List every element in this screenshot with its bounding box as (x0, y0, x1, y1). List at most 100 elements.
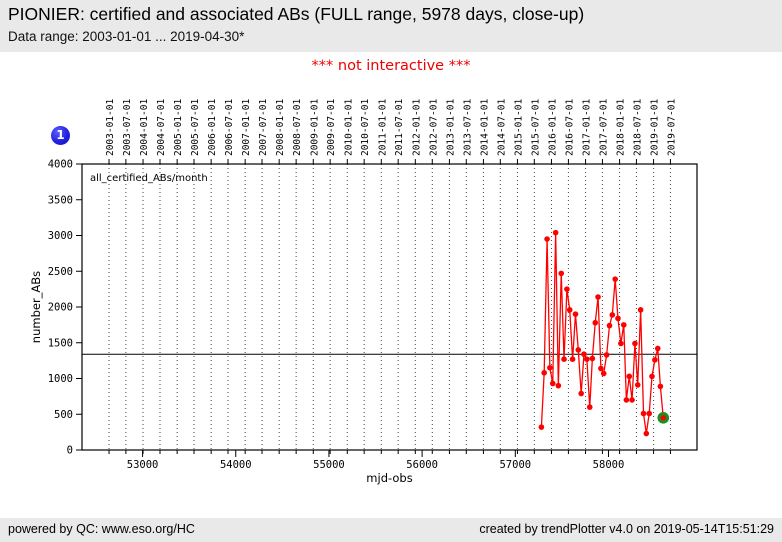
top-date-label: 2006-01-01 (207, 99, 218, 156)
top-date-label: 2006-07-01 (224, 99, 235, 156)
top-date-label: 2017-07-01 (598, 99, 609, 156)
data-point (643, 430, 650, 437)
data-point (595, 294, 601, 300)
top-date-label: 2011-01-01 (377, 99, 388, 156)
top-date-label: 2005-01-01 (173, 99, 184, 156)
data-point (564, 286, 570, 292)
data-point (558, 270, 565, 277)
data-point (538, 424, 545, 430)
data-point (569, 356, 576, 362)
data-point (566, 307, 573, 313)
data-point (606, 322, 613, 329)
y-tick-label: 0 (67, 445, 73, 457)
data-point (547, 364, 553, 371)
x-tick-label: 54000 (220, 459, 252, 471)
x-tick-label: 53000 (127, 459, 159, 471)
top-date-label: 2013-01-01 (445, 99, 456, 156)
footer-bar: powered by QC: www.eso.org/HC created by… (0, 518, 782, 542)
y-axis-title: number_ABs (29, 271, 43, 343)
y-tick-label: 3500 (48, 194, 73, 206)
data-point (634, 382, 641, 388)
data-point (572, 311, 579, 317)
data-point (637, 307, 644, 313)
data-point (618, 340, 624, 347)
data-point (561, 356, 567, 362)
data-point (581, 351, 587, 357)
data-point (578, 390, 584, 397)
top-date-label: 2011-07-01 (394, 99, 405, 156)
data-point (598, 365, 604, 372)
data-point (575, 347, 582, 353)
top-date-label: 2018-07-01 (632, 99, 643, 156)
header-bar: PIONIER: certified and associated ABs (F… (0, 0, 782, 52)
y-tick-label: 2000 (48, 302, 73, 314)
top-date-label: 2008-07-01 (292, 99, 303, 156)
series-label: all_certified_ABs/month (90, 173, 208, 184)
data-range-subtitle: Data range: 2003-01-01 ... 2019-04-30* (8, 29, 245, 44)
trend-chart: 2003-01-01 2003-07-01 2004-01-01 2004-07-01… (29, 99, 698, 485)
data-point (646, 410, 652, 417)
top-date-label: 2019-01-01 (650, 99, 661, 156)
data-point (549, 380, 556, 387)
top-date-label: 2019-07-01 (666, 99, 677, 156)
top-date-label: 2009-07-01 (326, 99, 337, 156)
data-point (649, 373, 655, 380)
top-date-label: 2010-07-01 (360, 99, 371, 156)
top-date-label: 2004-01-01 (139, 99, 150, 156)
y-axis: 0 500 1000 1500 2000 2500 3000 3500 4000 number_A… (29, 159, 82, 457)
data-point (632, 340, 638, 347)
top-date-label: 2014-01-01 (479, 99, 490, 156)
top-date-label: 2012-07-01 (428, 99, 439, 156)
not-interactive-notice: *** not interactive *** (311, 58, 471, 74)
y-tick-label: 1500 (48, 337, 73, 349)
data-point (660, 415, 666, 421)
top-date-label: 2016-07-01 (564, 99, 575, 156)
top-date-label: 2010-01-01 (343, 99, 354, 156)
y-tick-label: 1000 (48, 373, 73, 385)
top-date-label: 2012-01-01 (411, 99, 422, 156)
data-point (584, 356, 590, 362)
top-date-label: 2003-01-01 (105, 99, 116, 156)
data-point (629, 397, 635, 403)
footer-created-by: created by trendPlotter v4.0 on 2019-05-… (479, 522, 774, 536)
x-tick-label: 57000 (499, 459, 531, 471)
top-date-label: 2014-07-01 (496, 99, 507, 156)
data-point (623, 397, 630, 403)
data-point (592, 319, 599, 326)
top-date-label: 2008-01-01 (275, 99, 286, 156)
x-tick-label: 56000 (406, 459, 438, 471)
y-tick-label: 4000 (48, 159, 73, 171)
top-date-label: 2004-07-01 (156, 99, 167, 156)
data-point (603, 352, 610, 358)
x-tick-label: 58000 (593, 459, 625, 471)
data-point (640, 410, 647, 417)
top-date-label: 2007-07-01 (258, 99, 269, 156)
data-point (541, 369, 547, 376)
x-tick-label: 55000 (313, 459, 345, 471)
data-point (609, 312, 616, 318)
page-title: PIONIER: certified and associated ABs (F… (8, 4, 585, 24)
y-tick-label: 3000 (48, 230, 73, 242)
top-date-label: 2007-01-01 (241, 99, 252, 156)
data-point (544, 236, 550, 242)
plot-number-badge: 1 (51, 126, 70, 145)
data-point (612, 276, 618, 282)
data-point (626, 373, 633, 380)
data-line (540, 232, 664, 434)
footer-powered-by[interactable]: powered by QC: www.eso.org/HC (8, 522, 195, 536)
top-date-label: 2015-01-01 (513, 99, 524, 156)
y-tick-label: 2500 (48, 266, 73, 278)
top-date-label: 2005-07-01 (190, 99, 201, 156)
data-point (600, 370, 607, 377)
top-date-axis: 2003-01-01 2003-07-01 2004-01-01 2004-07-01… (105, 99, 677, 454)
data-point (586, 404, 593, 410)
data-points (538, 229, 670, 437)
top-date-label: 2017-01-01 (582, 99, 593, 156)
top-date-label: 2015-07-01 (530, 99, 541, 156)
data-point (657, 383, 664, 390)
top-date-label: 2016-01-01 (547, 99, 558, 156)
date-gridlines (108, 164, 671, 450)
data-point (589, 355, 596, 362)
top-date-label: 2013-07-01 (462, 99, 473, 156)
